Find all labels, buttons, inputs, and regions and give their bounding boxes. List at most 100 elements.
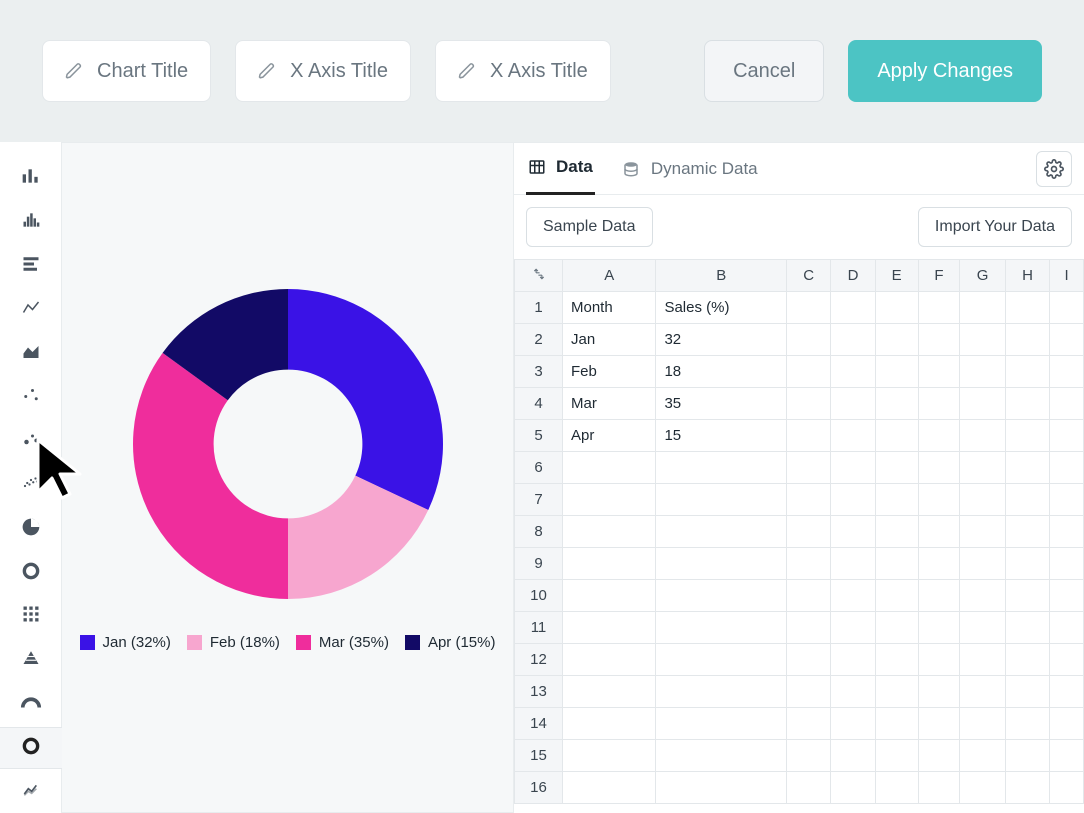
row-header-13[interactable]: 13 (515, 676, 563, 708)
cell-B5[interactable]: 15 (656, 420, 787, 452)
cell-C3[interactable] (787, 356, 831, 388)
sheet-corner[interactable] (515, 260, 563, 292)
cell-B12[interactable] (656, 644, 787, 676)
rail-area[interactable] (0, 333, 62, 375)
cell-A9[interactable] (563, 548, 656, 580)
rail-bar[interactable] (0, 158, 62, 200)
cell-D12[interactable] (831, 644, 875, 676)
rail-bubble[interactable] (0, 421, 62, 463)
cell-G3[interactable] (960, 356, 1006, 388)
row-header-7[interactable]: 7 (515, 484, 563, 516)
col-header-I[interactable]: I (1050, 260, 1084, 292)
cell-E3[interactable] (875, 356, 918, 388)
cell-F3[interactable] (918, 356, 960, 388)
cell-D11[interactable] (831, 612, 875, 644)
cell-I9[interactable] (1050, 548, 1084, 580)
cell-F8[interactable] (918, 516, 960, 548)
cell-E8[interactable] (875, 516, 918, 548)
cell-C5[interactable] (787, 420, 831, 452)
cell-H9[interactable] (1005, 548, 1049, 580)
cell-F15[interactable] (918, 740, 960, 772)
cell-C13[interactable] (787, 676, 831, 708)
cell-G13[interactable] (960, 676, 1006, 708)
cell-C12[interactable] (787, 644, 831, 676)
cell-B10[interactable] (656, 580, 787, 612)
cell-E7[interactable] (875, 484, 918, 516)
cell-B7[interactable] (656, 484, 787, 516)
cell-G1[interactable] (960, 292, 1006, 324)
cell-D9[interactable] (831, 548, 875, 580)
cell-B11[interactable] (656, 612, 787, 644)
row-header-11[interactable]: 11 (515, 612, 563, 644)
cell-E1[interactable] (875, 292, 918, 324)
row-header-14[interactable]: 14 (515, 708, 563, 740)
cell-A3[interactable]: Feb (563, 356, 656, 388)
cell-A13[interactable] (563, 676, 656, 708)
cell-E13[interactable] (875, 676, 918, 708)
row-header-1[interactable]: 1 (515, 292, 563, 324)
row-header-3[interactable]: 3 (515, 356, 563, 388)
cell-B3[interactable]: 18 (656, 356, 787, 388)
cell-D5[interactable] (831, 420, 875, 452)
cell-I4[interactable] (1050, 388, 1084, 420)
col-header-C[interactable]: C (787, 260, 831, 292)
cell-H15[interactable] (1005, 740, 1049, 772)
cell-E2[interactable] (875, 324, 918, 356)
cell-D3[interactable] (831, 356, 875, 388)
cell-I2[interactable] (1050, 324, 1084, 356)
cell-I13[interactable] (1050, 676, 1084, 708)
cell-D16[interactable] (831, 772, 875, 804)
cell-D15[interactable] (831, 740, 875, 772)
row-header-16[interactable]: 16 (515, 772, 563, 804)
cell-C1[interactable] (787, 292, 831, 324)
cell-F1[interactable] (918, 292, 960, 324)
cell-B1[interactable]: Sales (%) (656, 292, 787, 324)
x-axis-title-input[interactable]: X Axis Title (235, 40, 411, 102)
rail-scatter-dense[interactable] (0, 465, 62, 507)
row-header-4[interactable]: 4 (515, 388, 563, 420)
cell-F16[interactable] (918, 772, 960, 804)
cell-H12[interactable] (1005, 644, 1049, 676)
cell-C16[interactable] (787, 772, 831, 804)
tab-data[interactable]: Data (526, 143, 595, 195)
cell-A1[interactable]: Month (563, 292, 656, 324)
settings-button[interactable] (1036, 151, 1072, 187)
cell-H5[interactable] (1005, 420, 1049, 452)
cell-I10[interactable] (1050, 580, 1084, 612)
cell-B14[interactable] (656, 708, 787, 740)
cell-F5[interactable] (918, 420, 960, 452)
row-header-15[interactable]: 15 (515, 740, 563, 772)
cell-C2[interactable] (787, 324, 831, 356)
cell-G4[interactable] (960, 388, 1006, 420)
cell-E4[interactable] (875, 388, 918, 420)
cell-C8[interactable] (787, 516, 831, 548)
cell-I8[interactable] (1050, 516, 1084, 548)
cell-C6[interactable] (787, 452, 831, 484)
cell-A2[interactable]: Jan (563, 324, 656, 356)
cell-B9[interactable] (656, 548, 787, 580)
cell-E6[interactable] (875, 452, 918, 484)
cell-D2[interactable] (831, 324, 875, 356)
cell-H13[interactable] (1005, 676, 1049, 708)
rail-line[interactable] (0, 289, 62, 331)
cancel-button[interactable]: Cancel (704, 40, 824, 102)
cell-E10[interactable] (875, 580, 918, 612)
cell-G6[interactable] (960, 452, 1006, 484)
cell-I6[interactable] (1050, 452, 1084, 484)
cell-F13[interactable] (918, 676, 960, 708)
cell-G16[interactable] (960, 772, 1006, 804)
col-header-B[interactable]: B (656, 260, 787, 292)
rail-scatter-sparse[interactable] (0, 377, 62, 419)
cell-E15[interactable] (875, 740, 918, 772)
cell-C14[interactable] (787, 708, 831, 740)
cell-G5[interactable] (960, 420, 1006, 452)
cell-F6[interactable] (918, 452, 960, 484)
row-header-8[interactable]: 8 (515, 516, 563, 548)
row-header-2[interactable]: 2 (515, 324, 563, 356)
cell-H8[interactable] (1005, 516, 1049, 548)
cell-D10[interactable] (831, 580, 875, 612)
cell-D4[interactable] (831, 388, 875, 420)
tab-dynamic-data[interactable]: Dynamic Data (619, 143, 760, 195)
cell-D8[interactable] (831, 516, 875, 548)
cell-E9[interactable] (875, 548, 918, 580)
